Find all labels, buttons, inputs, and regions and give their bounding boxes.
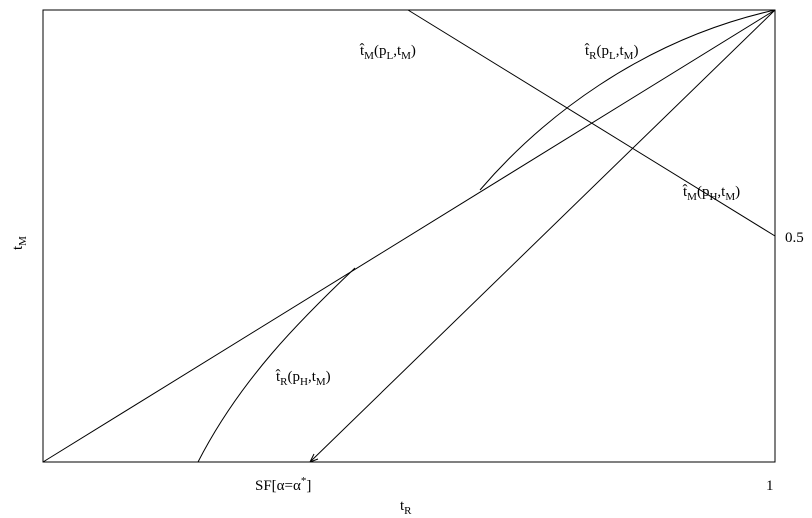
text-run: ,t xyxy=(616,43,625,59)
curve-label: t̂M(pH,tM) xyxy=(682,184,740,203)
curve-tr-pl xyxy=(479,9,776,191)
subscript: H xyxy=(300,376,308,388)
text-run: ) xyxy=(411,43,416,59)
text-run: (p xyxy=(597,43,610,59)
text-run: t̂ xyxy=(275,369,281,385)
subscript: M xyxy=(316,376,326,388)
text-run: (p xyxy=(374,43,387,59)
sf-line xyxy=(309,9,776,463)
subscript: M xyxy=(624,50,634,62)
superscript: * xyxy=(301,475,307,487)
curve-tr-ph xyxy=(197,267,356,463)
subscript: H xyxy=(709,191,717,203)
curve-label: t̂R(pH,tM) xyxy=(275,369,331,388)
curve-tm-line xyxy=(407,9,776,237)
text-run: ] xyxy=(306,478,311,494)
y-axis-label: tM xyxy=(10,236,29,250)
text-run: ) xyxy=(633,43,638,59)
text-run: ,t xyxy=(717,184,726,200)
curve-label: t̂R(pL,tM) xyxy=(584,43,638,62)
y-tick-label: 0.5 xyxy=(785,230,804,246)
subscript: M xyxy=(401,50,411,62)
text-run: (p xyxy=(697,184,710,200)
text-run: t xyxy=(400,498,405,514)
curve-label: t̂M(pL,tM) xyxy=(359,43,416,62)
text-run: t̂ xyxy=(682,184,688,200)
subscript: M xyxy=(725,191,735,203)
subscript: R xyxy=(280,376,288,388)
subscript: L xyxy=(386,50,393,62)
text-run: ) xyxy=(326,369,331,385)
subscript: M xyxy=(687,191,697,203)
text-run: ) xyxy=(735,184,740,200)
subscript: L xyxy=(609,50,616,62)
x-tick-label: 1 xyxy=(766,478,774,494)
text-run: t̂ xyxy=(359,43,365,59)
text-run: t xyxy=(10,245,26,250)
diagonal xyxy=(42,9,776,463)
arrow-head xyxy=(309,453,319,463)
text-run: t̂ xyxy=(584,43,590,59)
text-run: ,t xyxy=(393,43,402,59)
x-axis-label: tR xyxy=(400,498,412,517)
subscript: M xyxy=(364,50,374,62)
text-run: (p xyxy=(288,369,301,385)
text-run: ,t xyxy=(308,369,317,385)
subscript: R xyxy=(589,50,597,62)
subscript: M xyxy=(17,236,29,246)
subscript: R xyxy=(404,505,412,517)
text-run: 0.5 xyxy=(785,230,804,246)
text-run: SF[α=α xyxy=(255,478,301,494)
text-run: 1 xyxy=(766,478,774,494)
x-tick-label: SF[α=α*] xyxy=(255,475,311,494)
